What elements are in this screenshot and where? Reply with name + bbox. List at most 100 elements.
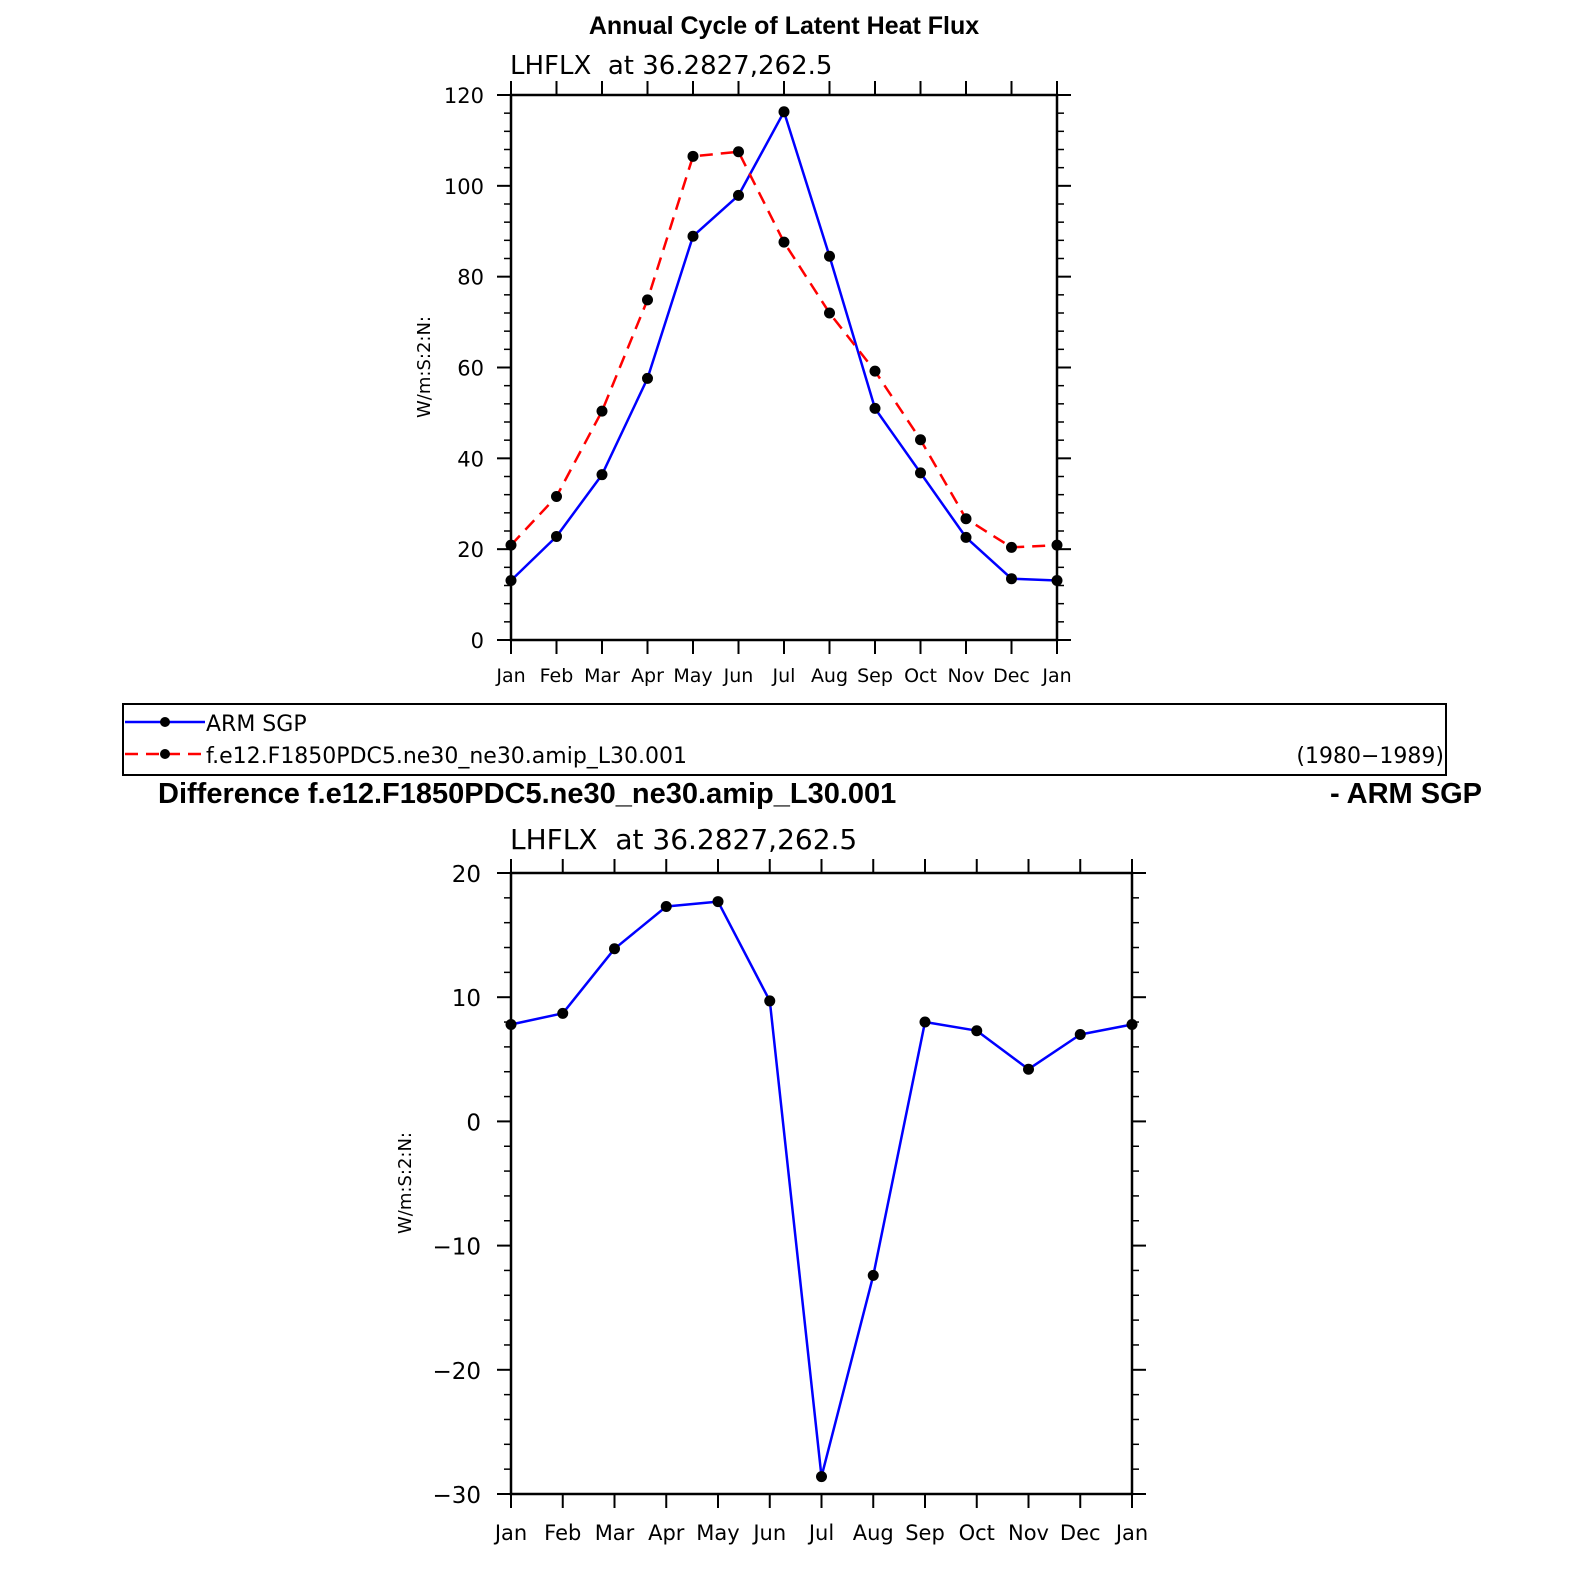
figure-title: Annual Cycle of Latent Heat Flux <box>589 12 979 40</box>
data-point-series-1 <box>551 490 562 502</box>
data-point-series-1 <box>778 236 790 248</box>
data-point-series-0 <box>551 530 562 542</box>
data-point-series-1 <box>596 405 608 417</box>
y-tick-label: −30 <box>432 1483 481 1509</box>
data-point-series-1 <box>960 513 972 525</box>
y-tick-label: 20 <box>457 538 484 562</box>
x-tick-label: Jan <box>495 665 525 687</box>
data-point-series-0 <box>660 901 672 913</box>
data-point-series-0 <box>1023 1063 1034 1075</box>
data-point-series-1 <box>687 150 699 162</box>
y-tick-label: 0 <box>466 1110 481 1136</box>
x-tick-label: Jun <box>751 1521 786 1545</box>
x-tick-label: Nov <box>947 665 984 687</box>
legend-label-model: f.e12.F1850PDC5.ne30_ne30.amip_L30.001 <box>206 744 687 769</box>
x-tick-label: Dec <box>1060 1521 1101 1545</box>
x-tick-label: Feb <box>544 1521 581 1545</box>
data-point-series-0 <box>915 467 926 479</box>
data-point-series-0 <box>687 230 699 242</box>
data-point-series-1 <box>642 294 653 306</box>
data-point-series-0 <box>642 372 653 384</box>
x-tick-label: Jul <box>772 665 796 687</box>
x-tick-label: Oct <box>959 1521 995 1545</box>
data-point-series-0 <box>960 531 972 543</box>
legend-entry-arm-sgp: ARM SGP <box>125 712 307 737</box>
data-point-series-1 <box>1006 541 1017 553</box>
series-line-0 <box>510 900 1133 1478</box>
x-tick-label: Apr <box>648 1521 685 1545</box>
series-line-0 <box>510 110 1058 582</box>
x-tick-label: Aug <box>811 665 848 687</box>
difference-title-left: Difference f.e12.F1850PDC5.ne30_ne30.ami… <box>158 778 896 810</box>
x-tick-label: Jun <box>723 665 754 687</box>
y-axis-label: W/m:S:2:N: <box>414 316 435 418</box>
x-tick-label: Dec <box>993 665 1030 687</box>
data-point-series-0 <box>733 189 744 201</box>
y-tick-label: 10 <box>452 986 481 1012</box>
data-point-series-0 <box>1074 1028 1086 1040</box>
x-tick-label: Feb <box>540 665 574 687</box>
data-point-series-0 <box>764 995 776 1007</box>
data-point-series-0 <box>712 896 724 908</box>
data-point-series-1 <box>1051 539 1063 551</box>
chart-subtitle: LHFLX at 36.2827,262.5 <box>510 823 857 856</box>
y-tick-label: 60 <box>457 357 484 381</box>
x-tick-label: Aug <box>853 1521 894 1545</box>
difference-title-right: - ARM SGP <box>1330 778 1482 810</box>
x-tick-label: Apr <box>631 665 664 687</box>
data-point-series-0 <box>824 250 835 262</box>
data-point-series-1 <box>869 365 881 377</box>
plot-frame <box>509 93 1059 642</box>
legend: ARM SGP f.e12.F1850PDC5.ne30_ne30.amip_L… <box>122 703 1447 776</box>
x-tick-label: Jan <box>1041 665 1071 687</box>
legend-marker-arm-sgp <box>160 717 170 727</box>
x-tick-label: Jan <box>493 1521 527 1545</box>
data-point-series-0 <box>867 1269 879 1281</box>
data-point-series-0 <box>596 469 608 481</box>
y-tick-label: 80 <box>457 266 484 290</box>
plot-frame <box>509 871 1134 1496</box>
x-tick-label: Mar <box>584 665 620 687</box>
difference-chart: LHFLX at 36.2827,262.5 W/m:S:2:N: −30 −20… <box>395 823 1148 1545</box>
x-tick-label: Jul <box>807 1521 834 1545</box>
chart-subtitle: LHFLX at 36.2827,262.5 <box>510 51 832 81</box>
x-tick-label: May <box>696 1521 739 1545</box>
data-point-series-0 <box>778 106 790 118</box>
legend-marker-model <box>160 749 170 759</box>
legend-box <box>122 703 1447 776</box>
data-point-series-0 <box>1126 1019 1138 1031</box>
data-point-series-0 <box>919 1016 931 1028</box>
data-point-series-1 <box>733 146 744 158</box>
y-tick-label: −10 <box>432 1235 481 1261</box>
y-tick-label: 0 <box>471 629 484 653</box>
legend-entry-model: f.e12.F1850PDC5.ne30_ne30.amip_L30.001 <box>125 744 687 769</box>
data-point-series-0 <box>505 1019 517 1031</box>
data-point-series-0 <box>971 1025 983 1037</box>
legend-period: (1980−1989) <box>1296 744 1444 769</box>
legend-label-arm-sgp: ARM SGP <box>206 712 307 737</box>
data-point-series-1 <box>824 307 835 319</box>
annual-cycle-chart: LHFLX at 36.2827,262.5 W/m:S:2:N: 0 20 40 6… <box>414 51 1072 687</box>
y-axis-label: W/m:S:2:N: <box>395 1132 416 1234</box>
x-tick-label: Mar <box>595 1521 635 1545</box>
x-tick-label: May <box>673 665 712 687</box>
x-tick-label: Jan <box>1114 1521 1148 1545</box>
x-tick-label: Oct <box>904 665 937 687</box>
data-point-series-0 <box>557 1007 569 1019</box>
data-point-series-0 <box>505 575 517 587</box>
data-point-series-1 <box>915 434 926 446</box>
data-point-series-0 <box>869 402 881 414</box>
y-tick-label: 40 <box>457 447 484 471</box>
y-tick-label: 20 <box>452 862 481 888</box>
y-tick-label: 100 <box>444 175 484 199</box>
data-point-series-0 <box>1006 573 1017 585</box>
data-point-series-0 <box>816 1471 827 1483</box>
y-tick-label: −20 <box>432 1359 481 1385</box>
data-point-series-0 <box>1051 575 1063 587</box>
x-tick-label: Sep <box>857 665 893 687</box>
y-tick-label: 120 <box>444 84 484 108</box>
x-tick-label: Sep <box>905 1521 945 1545</box>
data-point-series-1 <box>505 539 517 551</box>
data-point-series-0 <box>609 943 620 955</box>
